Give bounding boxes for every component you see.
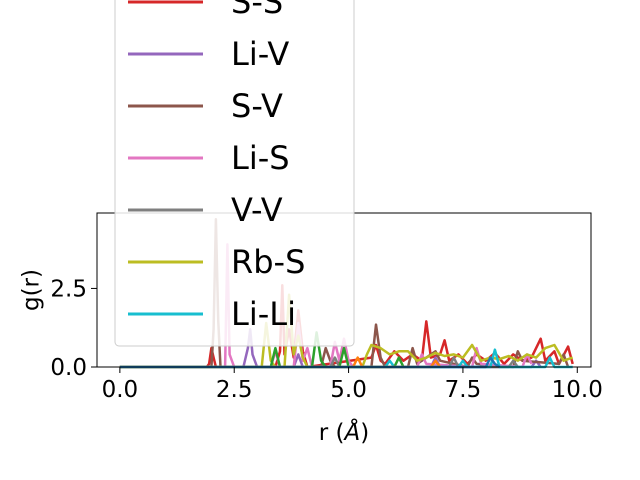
ticks: 0.0 2.5 5.0 7.5 10.0 0.0 2.5: [50, 276, 602, 403]
x-tick-label: 7.5: [445, 377, 482, 403]
y-axis-label: g(r): [19, 269, 45, 311]
series-line-v-v: [119, 356, 519, 369]
legend-label-rb-s: Rb-S: [231, 243, 305, 281]
x-tick-label: 0.0: [102, 377, 139, 403]
legend-label-li-v: Li-V: [231, 35, 289, 73]
legend-label-s-s: S-S: [231, 0, 283, 21]
legend-label-v-v: V-V: [231, 191, 283, 229]
legend: S-S Li-V S-V Li-S V-V Rb-S Li-Li: [114, 0, 355, 347]
x-tick-label: 5.0: [330, 377, 367, 403]
legend-box: [114, 0, 355, 347]
x-tick-label: 2.5: [216, 377, 253, 403]
legend-label-li-li: Li-Li: [231, 295, 296, 333]
x-tick-label: 10.0: [552, 377, 603, 403]
y-tick-label: 2.5: [50, 276, 87, 302]
legend-label-li-s: Li-S: [231, 139, 290, 177]
y-tick-label: 0.0: [50, 355, 87, 381]
x-axis-label: r (Å): [319, 418, 369, 446]
legend-label-s-v: S-V: [231, 87, 283, 125]
